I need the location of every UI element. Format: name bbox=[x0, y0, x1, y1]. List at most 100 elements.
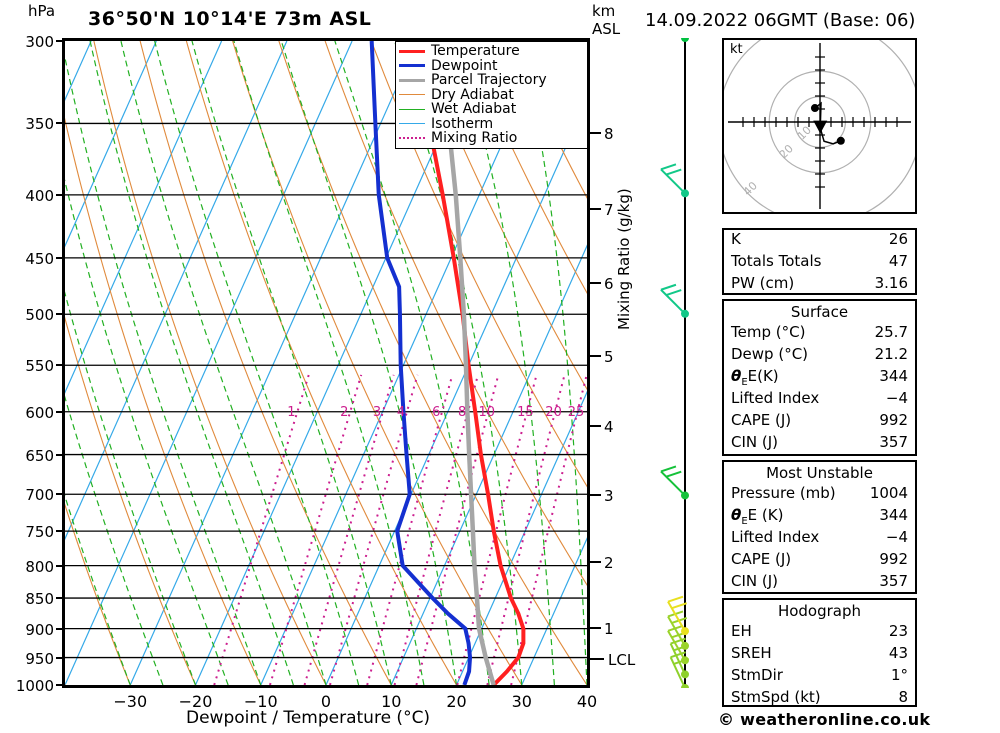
panel-row: θEE(K) 344 bbox=[724, 367, 915, 389]
panel-row-key: Temp (°C) bbox=[731, 323, 806, 341]
wind-barb-column bbox=[650, 8, 720, 692]
mixing-ratio-line bbox=[303, 374, 395, 685]
pressure-tick-550: 550 bbox=[25, 357, 54, 376]
panel-row: Pressure (mb) 1004 bbox=[724, 484, 915, 506]
pressure-tick-mark bbox=[56, 193, 66, 196]
height-tick-2: 2 bbox=[604, 554, 614, 573]
panel-row: CAPE (J) 992 bbox=[724, 411, 915, 433]
wind-barb-flag bbox=[665, 168, 682, 176]
wind-barb-flag bbox=[665, 470, 682, 478]
isotherm-line bbox=[521, 537, 587, 685]
wind-barb-flag bbox=[660, 163, 677, 171]
height-tick-7: 7 bbox=[604, 200, 614, 219]
panel-row-value: 344 bbox=[879, 506, 908, 524]
legend-swatch-icon bbox=[399, 49, 425, 53]
panel-row-value: 357 bbox=[879, 433, 908, 451]
profile-temperature bbox=[408, 41, 526, 685]
wind-barb-point bbox=[681, 670, 689, 679]
legend-item-isotherm: Isotherm bbox=[399, 117, 584, 132]
panel-row-key: PW (cm) bbox=[731, 274, 795, 292]
isotherm-line bbox=[65, 41, 353, 685]
mixing-ratio-line bbox=[269, 374, 363, 685]
panel-row-key: StmSpd (kt) bbox=[731, 688, 821, 706]
wind-barb-shaft bbox=[660, 168, 686, 195]
panel-row: PW (cm) 3.16 bbox=[724, 274, 915, 296]
pressure-tick-mark bbox=[56, 656, 66, 659]
panel-indices: K 26 Totals Totals 47 PW (cm) 3.16 bbox=[722, 228, 917, 295]
panel-row-key: StmDir bbox=[731, 666, 783, 684]
pressure-axis-unit: hPa bbox=[28, 2, 56, 20]
pressure-tick-300: 300 bbox=[25, 33, 54, 51]
pressure-tick-850: 850 bbox=[25, 590, 54, 609]
wet-adiabat-line bbox=[89, 41, 294, 685]
panel-row-value: 26 bbox=[888, 230, 908, 248]
panel-row-key: Lifted Index bbox=[731, 528, 820, 546]
panel-row: Lifted Index −4 bbox=[724, 389, 915, 411]
height-tick-8: 8 bbox=[604, 124, 614, 143]
legend-label: Wet Adiabat bbox=[431, 101, 517, 118]
height-tick-6: 6 bbox=[604, 275, 614, 294]
pressure-tick-mark bbox=[56, 597, 66, 600]
pressure-tick-mark bbox=[56, 627, 66, 630]
panel-row: K 26 bbox=[724, 230, 915, 252]
panel-row: CIN (J) 357 bbox=[724, 572, 915, 594]
profile-dewpoint bbox=[369, 41, 473, 685]
mixing-ratio-line bbox=[213, 374, 310, 685]
pressure-tick-mark bbox=[56, 530, 66, 533]
wind-barb-flag bbox=[671, 602, 688, 610]
legend-item-temperature: Temperature bbox=[399, 44, 584, 59]
wind-barb-shaft bbox=[667, 615, 686, 647]
wet-adiabat-line bbox=[154, 41, 360, 685]
pressure-tick-mark bbox=[56, 453, 66, 456]
hodograph-endpoint bbox=[810, 104, 819, 113]
panel-row-value: 21.2 bbox=[874, 345, 908, 363]
wet-adiabat-line bbox=[120, 41, 327, 685]
pressure-tick-mark bbox=[56, 564, 66, 567]
height-tick-1: 1 bbox=[604, 619, 614, 638]
wet-adiabat-line bbox=[65, 291, 197, 685]
hodograph-ring-label: 40 bbox=[741, 179, 760, 198]
wind-barb-point bbox=[681, 34, 689, 42]
legend-label: Dry Adiabat bbox=[431, 86, 514, 103]
panel-row-value: 47 bbox=[888, 252, 908, 270]
dry-adiabat-line bbox=[65, 117, 262, 685]
panel-row: θEE (K) 344 bbox=[724, 506, 915, 528]
panel-row: SREH 43 bbox=[724, 644, 915, 666]
panel-row-value: 8 bbox=[898, 688, 908, 706]
mixing-ratio-line bbox=[329, 374, 419, 685]
height-axis-unit-2: ASL bbox=[592, 20, 621, 38]
mixing-ratio-label-25: 25 bbox=[567, 404, 585, 420]
legend-swatch-icon bbox=[399, 78, 425, 82]
wind-barb-flag bbox=[667, 595, 684, 603]
pressure-tick-mark bbox=[56, 493, 66, 496]
panel-row-key: CAPE (J) bbox=[731, 411, 792, 429]
panel-row-key: CIN (J) bbox=[731, 572, 779, 590]
hodograph-plot[interactable]: 10 20 40 bbox=[717, 19, 923, 225]
temperature-tick-40: 40 bbox=[576, 692, 598, 711]
mixing-ratio-line bbox=[393, 374, 479, 685]
mixing-ratio-label-4: 4 bbox=[396, 404, 406, 420]
pressure-tick-mark bbox=[56, 313, 66, 316]
dry-adiabat-line bbox=[463, 41, 587, 295]
panel-row-value: 1004 bbox=[869, 484, 908, 502]
panel-row-key: K bbox=[731, 230, 741, 248]
panel-row-value: 3.16 bbox=[874, 274, 908, 292]
pressure-tick-450: 450 bbox=[25, 249, 54, 268]
temperature-tick--30: −30 bbox=[113, 692, 148, 711]
height-tick-4: 4 bbox=[604, 418, 614, 437]
mixing-ratio-label-1: 1 bbox=[287, 404, 296, 420]
pressure-tick-mark bbox=[56, 40, 66, 42]
wind-barb-shaft bbox=[667, 601, 686, 632]
pressure-tick-950: 950 bbox=[25, 649, 54, 668]
pressure-tick-800: 800 bbox=[25, 557, 54, 576]
wind-barb-shaft bbox=[660, 470, 686, 497]
legend-item-mixing-ratio: Mixing Ratio bbox=[399, 131, 584, 146]
panel-row-value: −4 bbox=[885, 528, 908, 546]
pressure-tick-mark bbox=[56, 410, 66, 413]
profile-parcel-trajectory bbox=[435, 41, 496, 685]
height-tick-mark bbox=[590, 282, 601, 285]
pressure-tick-1000: 1000 bbox=[15, 677, 54, 695]
panel-row: EH 23 bbox=[724, 622, 915, 644]
panel-row-value: 357 bbox=[879, 572, 908, 590]
pressure-tick-650: 650 bbox=[25, 446, 54, 465]
